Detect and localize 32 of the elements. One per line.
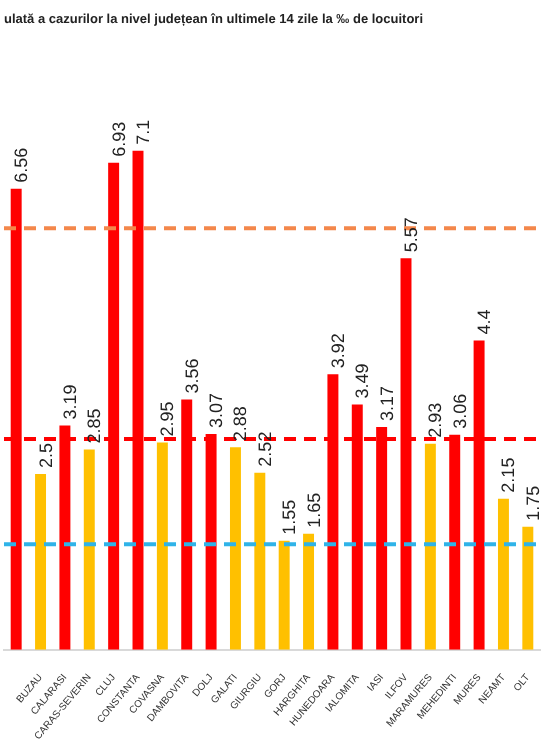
data-label: 7.1	[132, 119, 153, 145]
data-label: 2.5	[35, 443, 56, 469]
data-label: 6.56	[11, 147, 32, 183]
data-label: 3.06	[449, 393, 470, 429]
data-label: 5.57	[400, 217, 421, 253]
data-label: 3.17	[376, 385, 397, 421]
data-label: 2.15	[498, 457, 519, 493]
data-label: 2.88	[230, 406, 251, 442]
data-label: 4.4	[474, 309, 495, 335]
bar	[522, 526, 534, 650]
data-label: 3.07	[206, 392, 227, 428]
data-label: 3.19	[59, 384, 80, 420]
bar	[83, 449, 95, 650]
data-label: 1.65	[303, 492, 324, 528]
data-label: 3.92	[327, 333, 348, 369]
bar	[229, 447, 241, 650]
bar	[497, 498, 509, 650]
bar	[278, 540, 290, 650]
data-label: 3.56	[181, 358, 202, 394]
data-label: 2.93	[425, 402, 446, 438]
data-label: 2.52	[254, 431, 275, 467]
data-label: 1.75	[522, 485, 543, 521]
data-label: 3.49	[352, 363, 373, 399]
data-label: 2.85	[84, 408, 105, 444]
bar	[156, 442, 168, 650]
bar	[424, 443, 436, 650]
bar	[254, 472, 266, 650]
data-label: 2.95	[157, 401, 178, 437]
bar	[35, 474, 47, 650]
data-label: 6.93	[108, 121, 129, 157]
data-label: 1.55	[279, 499, 300, 535]
bar	[303, 533, 315, 650]
